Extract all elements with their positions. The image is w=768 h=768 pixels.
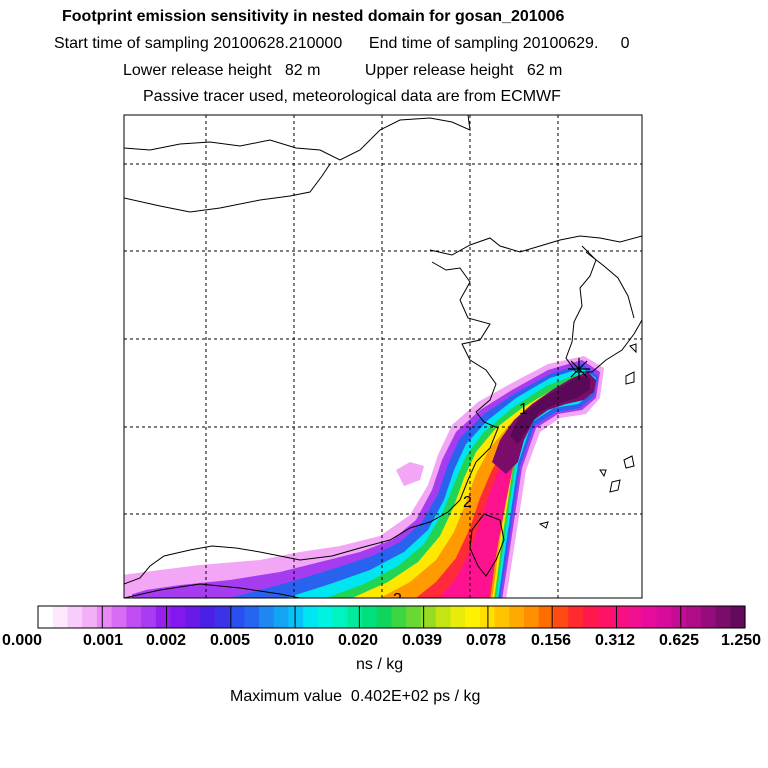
colorbar-swatch xyxy=(317,606,334,628)
colorbar-swatch xyxy=(509,606,525,628)
colorbar-swatch xyxy=(582,606,599,628)
colorbar-swatch xyxy=(362,606,378,628)
track-label-1: 1 xyxy=(519,401,528,418)
colorbar-swatch xyxy=(686,606,702,628)
track-label-2: 2 xyxy=(463,494,472,511)
sampling-time-line: Start time of sampling 20100628.210000 E… xyxy=(54,35,630,53)
colorbar-label-11: 1.250 xyxy=(721,632,761,649)
colorbar-swatch xyxy=(155,606,172,628)
colorbar-swatch xyxy=(406,606,422,628)
colorbar-label-7: 0.078 xyxy=(466,632,506,649)
colorbar-units: ns / kg xyxy=(356,656,404,673)
colorbar-swatch xyxy=(494,606,510,628)
colorbar-label-8: 0.156 xyxy=(531,632,571,649)
start-time-value: 20100628.210000 xyxy=(213,35,343,52)
colorbar-swatch xyxy=(111,606,127,628)
colorbar-swatch xyxy=(656,606,672,628)
sensitivity-plume xyxy=(124,356,604,598)
colorbar-swatch xyxy=(258,606,275,628)
tracer-note: Passive tracer used, meteorological data… xyxy=(143,88,561,105)
colorbar-label-2: 0.002 xyxy=(146,632,186,649)
colorbar-swatch xyxy=(568,606,584,628)
colorbar-swatch xyxy=(730,606,746,628)
colorbar xyxy=(38,606,746,628)
lower-height-label: Lower release height xyxy=(123,62,272,79)
colorbar-swatch xyxy=(700,606,717,628)
end-time-value: 20100629. xyxy=(522,35,599,52)
upper-height-label: Upper release height xyxy=(364,62,514,79)
colorbar-swatch xyxy=(465,606,481,628)
colorbar-swatch xyxy=(641,606,658,628)
colorbar-label-5: 0.020 xyxy=(338,632,378,649)
colorbar-label-4: 0.010 xyxy=(274,632,314,649)
plume-stray-patch xyxy=(396,462,424,486)
colorbar-tick-labels: 0.000 0.001 0.002 0.005 0.010 0.020 0.03… xyxy=(2,632,761,649)
colorbar-swatch xyxy=(82,606,98,628)
colorbar-swatch xyxy=(347,606,363,628)
colorbar-swatch xyxy=(435,606,452,628)
map-frame xyxy=(123,114,643,599)
colorbar-swatch xyxy=(391,606,407,628)
colorbar-swatch xyxy=(244,606,260,628)
colorbar-swatch xyxy=(376,606,393,628)
map-panel: 1 2 3 xyxy=(124,115,642,608)
upper-height-value: 62 m xyxy=(526,62,563,79)
colorbar-swatch xyxy=(170,606,186,628)
colorbar-label-3: 0.005 xyxy=(210,632,250,649)
islands xyxy=(538,343,637,529)
lat-lon-grid xyxy=(124,115,642,598)
colorbar-swatch xyxy=(185,606,201,628)
colorbar-label-0: 0.000 xyxy=(2,632,42,649)
colorbar-swatch xyxy=(96,606,113,628)
colorbar-swatch xyxy=(214,606,231,628)
colorbar-swatch xyxy=(627,606,643,628)
colorbar-label-10: 0.625 xyxy=(659,632,699,649)
colorbar-swatch xyxy=(450,606,466,628)
track-label-3: 3 xyxy=(393,591,402,608)
colorbar-swatch xyxy=(38,606,54,628)
colorbar-label-6: 0.039 xyxy=(402,632,442,649)
end-time-hour: 0 xyxy=(620,35,630,52)
colorbar-swatch xyxy=(67,606,83,628)
coastlines xyxy=(124,115,642,598)
colorbar-label-1: 0.001 xyxy=(83,632,123,649)
colorbar-swatch xyxy=(141,606,157,628)
plume-stray-patch-2 xyxy=(124,574,146,596)
colorbar-swatch xyxy=(273,606,289,628)
lower-height-value: 82 m xyxy=(284,62,321,79)
colorbar-swatch xyxy=(538,606,555,628)
plume-core xyxy=(510,376,590,444)
colorbar-swatch xyxy=(229,606,245,628)
colorbar-ticks xyxy=(101,606,682,628)
colorbar-swatch xyxy=(420,606,437,628)
colorbar-swatch xyxy=(553,606,569,628)
colorbar-swatch xyxy=(612,606,628,628)
colorbar-swatch xyxy=(597,606,614,628)
receptor-star-icon xyxy=(568,358,590,380)
colorbar-swatch xyxy=(52,606,69,628)
end-time-label: End time of sampling xyxy=(368,35,519,52)
max-value: 0.402E+02 ps / kg xyxy=(350,688,481,705)
start-time-label: Start time of sampling xyxy=(54,35,209,52)
colorbar-swatch xyxy=(671,606,687,628)
colorbar-swatch xyxy=(126,606,142,628)
colorbar-label-9: 0.312 xyxy=(595,632,635,649)
release-height-line: Lower release height 82 m Upper release … xyxy=(123,62,562,80)
colorbar-swatch xyxy=(200,606,216,628)
plot-title: Footprint emission sensitivity in nested… xyxy=(62,8,565,25)
max-value-label: Maximum value xyxy=(230,688,343,705)
colorbar-swatch xyxy=(332,606,348,628)
plume-band-magenta xyxy=(440,384,592,598)
colorbar-frame xyxy=(37,605,746,629)
maximum-value-line: Maximum value 0.402E+02 ps / kg xyxy=(230,688,480,706)
colorbar-swatch xyxy=(524,606,540,628)
colorbar-swatch xyxy=(715,606,731,628)
colorbar-swatch xyxy=(303,606,319,628)
colorbar-swatch xyxy=(288,606,304,628)
